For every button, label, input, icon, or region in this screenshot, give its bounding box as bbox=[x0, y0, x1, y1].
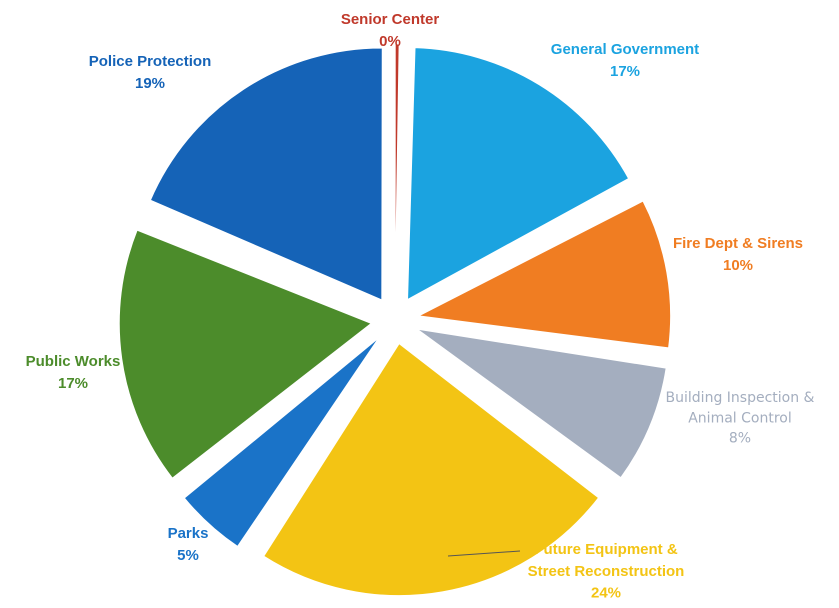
label-public-works: Public Works 17% bbox=[26, 353, 121, 392]
label-name-line: Future Equipment & bbox=[534, 541, 677, 558]
label-name-line: Public Works bbox=[26, 353, 121, 370]
label-fire-dept-and-sirens: Fire Dept & Sirens 10% bbox=[673, 235, 803, 274]
leader-lines bbox=[447, 550, 521, 557]
labels-layer: Senior Center 0% General Government 17% Fire… bbox=[26, 11, 815, 602]
label-percent: 5% bbox=[177, 547, 199, 564]
label-police-protection: Police Protection 19% bbox=[89, 53, 212, 92]
label-percent: 17% bbox=[610, 63, 640, 80]
slice-senior-center bbox=[394, 43, 400, 297]
slice-parks bbox=[183, 337, 380, 548]
label-percent: 19% bbox=[135, 75, 165, 92]
label-name-line: Senior Center bbox=[341, 11, 440, 28]
label-name-line: Fire Dept & Sirens bbox=[673, 235, 803, 252]
label-parks: Parks 5% bbox=[168, 525, 209, 564]
slice-future-equipment-and-street-reconstruction bbox=[263, 342, 600, 597]
label-name-line: Police Protection bbox=[89, 53, 212, 70]
slices-layer bbox=[118, 43, 672, 597]
slice-building-inspection-and-animal-control bbox=[416, 328, 667, 479]
label-building-inspection-and-animal-control: Building Inspection & Animal Control 8% bbox=[666, 390, 815, 447]
label-percent: 17% bbox=[58, 375, 88, 392]
slice-general-government bbox=[407, 47, 630, 301]
label-general-government: General Government 17% bbox=[551, 41, 699, 80]
label-name-line: Building Inspection & bbox=[666, 390, 815, 406]
label-name-line: Animal Control bbox=[688, 410, 792, 426]
label-name-line: Street Reconstruction bbox=[528, 563, 685, 580]
slice-police-protection bbox=[149, 47, 383, 301]
label-percent: 24% bbox=[591, 585, 621, 602]
label-future-equipment-and-street-reconstruction: Future Equipment & Street Reconstruction 2… bbox=[528, 541, 685, 602]
label-senior-center: Senior Center 0% bbox=[341, 11, 440, 50]
label-name-line: General Government bbox=[551, 41, 699, 58]
label-percent: 0% bbox=[379, 33, 401, 50]
label-name-line: Parks bbox=[168, 525, 209, 542]
label-percent: 10% bbox=[723, 257, 753, 274]
label-percent: 8% bbox=[729, 431, 751, 447]
slice-public-works bbox=[118, 229, 373, 479]
leader-line-future-equipment bbox=[447, 550, 521, 557]
slice-fire-dept-and-sirens bbox=[416, 200, 672, 349]
